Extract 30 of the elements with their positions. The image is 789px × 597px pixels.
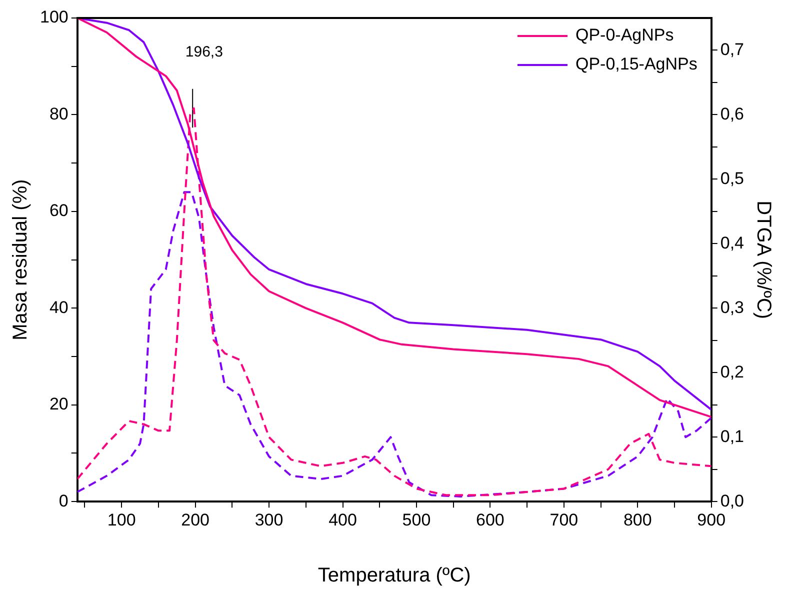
y-tick-label: 100	[40, 8, 68, 27]
x-tick-label: 200	[181, 510, 210, 530]
y-tick-label: 0	[58, 491, 68, 510]
legend-label: QP-0-AgNPs	[575, 26, 674, 45]
x-tick-label: 700	[550, 510, 578, 530]
y2-axis-title: DTGA (%/ºC)	[752, 200, 774, 320]
y-tick-label: 60	[49, 201, 68, 220]
x-tick-label: 600	[476, 510, 504, 530]
y2-tick-label: 0,0	[720, 491, 744, 510]
y-tick-label: 20	[49, 394, 68, 414]
line-series	[77, 191, 712, 498]
y2-tick-label: 0,2	[720, 362, 744, 382]
annotation: 196,3	[185, 44, 223, 61]
x-tick-label: 800	[623, 510, 652, 530]
legend-label: QP-0,15-AgNPs	[575, 54, 698, 74]
y2-tick-label: 0,1	[720, 426, 744, 446]
y-tick-label: 40	[49, 298, 68, 317]
x-tick-label: 300	[254, 510, 284, 530]
y2-tick-label: 0,5	[720, 168, 744, 188]
x-tick-label: 400	[328, 510, 357, 530]
y-axis-title: Masa residual (%)	[10, 179, 32, 340]
y-tick-label: 80	[49, 104, 68, 124]
x-tick-label: 900	[697, 510, 726, 530]
y2-tick-label: 0,7	[720, 40, 744, 59]
y2-tick-label: 0,3	[720, 298, 744, 317]
x-tick-label: 100	[107, 510, 136, 530]
y2-tick-label: 0,6	[720, 104, 744, 124]
x-axis-title: Temperatura (ºC)	[318, 564, 471, 587]
x-tick-label: 500	[402, 510, 431, 530]
y2-tick-label: 0,4	[720, 233, 744, 252]
